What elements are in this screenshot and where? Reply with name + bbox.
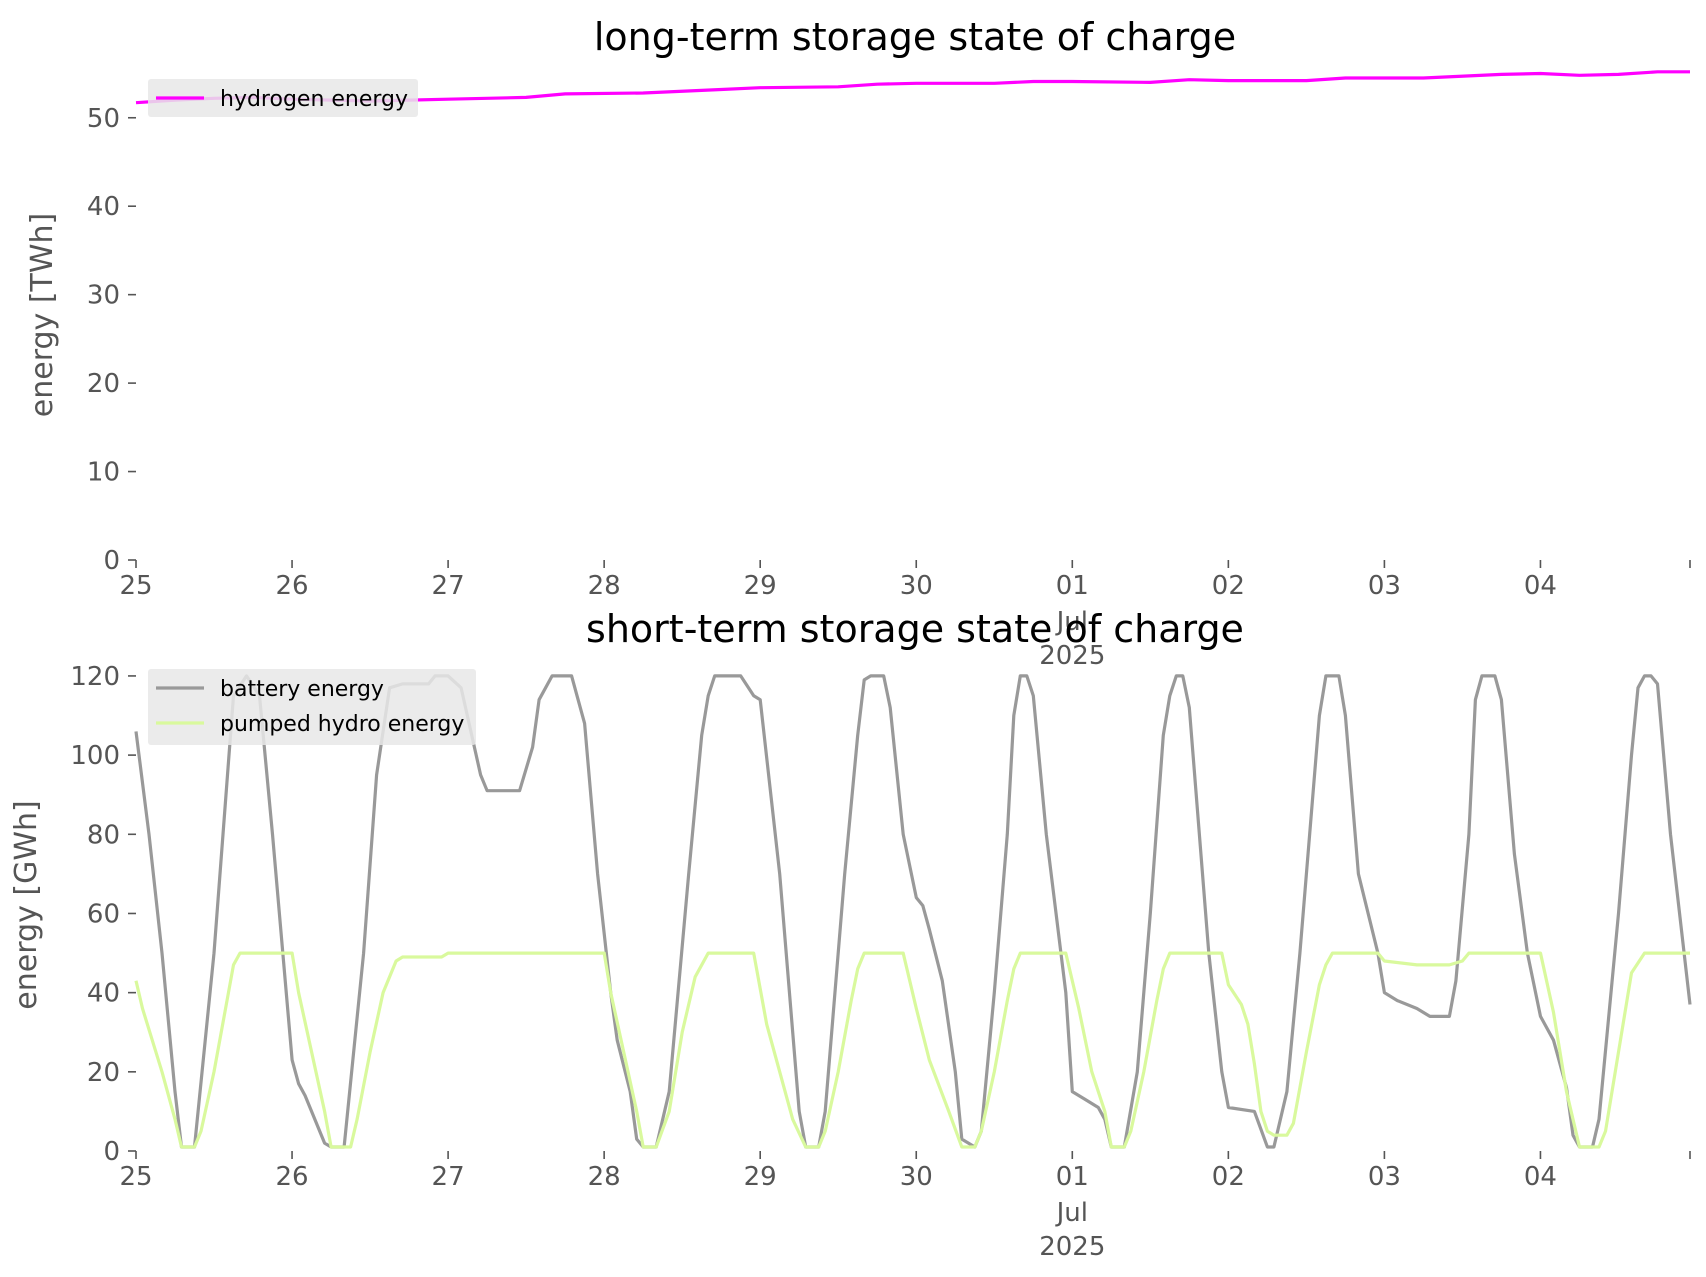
x-tick-label: 03 [1368,571,1401,601]
legend-label: hydrogen energy [220,87,408,112]
x-tick-label: 04 [1524,571,1557,601]
legend-label: pumped hydro energy [220,712,464,737]
x-tick-label: 04 [1524,1162,1557,1192]
x-tick-label: 28 [588,1162,621,1192]
x-tick-label: 27 [432,1162,465,1192]
x-tick-label: 02 [1212,1162,1245,1192]
y-tick-label: 30 [87,281,120,311]
x-tick-label: 30 [900,1162,933,1192]
legend: battery energy pumped hydro energy [148,669,476,745]
x-tick-label: 29 [744,1162,777,1192]
y-tick-label: 20 [87,369,120,399]
y-axis-ticks: 0 10 20 30 40 50 [87,104,136,576]
short-term-storage-chart: short-term storage state of charge energ… [9,607,1692,1262]
y-tick-label: 0 [103,546,120,576]
y-axis-label: energy [GWh] [9,800,44,1009]
legend: hydrogen energy [148,79,418,117]
x-tick-label: 26 [276,571,309,601]
x-tick-label: 28 [588,571,621,601]
y-tick-label: 20 [87,1058,120,1088]
x-tick-label: 25 [119,1162,152,1192]
x-tick-sublabel: 2025 [1039,1232,1105,1262]
x-tick-label: 29 [744,571,777,601]
y-tick-label: 100 [70,741,120,771]
x-tick-sublabel: Jul [1055,607,1088,637]
chart-title: short-term storage state of charge [586,607,1244,651]
legend-box [148,79,418,117]
x-axis-ticks: 25 26 27 28 29 30 01 Jul 2025 02 03 04 [119,560,1691,671]
y-tick-label: 0 [103,1137,120,1167]
x-tick-label: 01 [1056,1162,1089,1192]
legend-box [148,669,476,745]
x-axis-ticks: 25 26 27 28 29 30 01 Jul 2025 02 03 04 [119,1151,1691,1262]
y-axis-ticks: 0 20 40 60 80 100 120 [70,662,136,1167]
x-tick-label: 03 [1368,1162,1401,1192]
chart-title: long-term storage state of charge [594,15,1236,59]
y-tick-label: 40 [87,979,120,1009]
y-tick-label: 120 [70,662,120,692]
legend-label: battery energy [220,677,384,702]
x-tick-label: 27 [432,571,465,601]
series-line [134,674,1692,1149]
x-tick-label: 01 [1056,571,1089,601]
y-tick-label: 60 [87,899,120,929]
y-axis-label: energy [TWh] [25,213,60,417]
y-tick-label: 40 [87,192,120,222]
y-tick-label: 50 [87,104,120,134]
x-tick-label: 25 [119,571,152,601]
x-tick-label: 30 [900,571,933,601]
y-tick-label: 80 [87,820,120,850]
x-tick-label: 26 [276,1162,309,1192]
x-tick-sublabel: Jul [1055,1198,1088,1228]
plot-area [134,674,1692,1149]
x-tick-label: 02 [1212,571,1245,601]
series-line [134,951,1690,1149]
y-tick-label: 10 [87,458,120,488]
x-tick-sublabel: 2025 [1039,641,1105,671]
long-term-storage-chart: long-term storage state of charge energy… [25,15,1691,671]
